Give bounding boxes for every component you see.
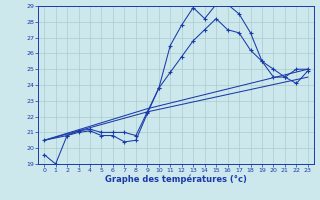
X-axis label: Graphe des températures (°c): Graphe des températures (°c) (105, 175, 247, 184)
